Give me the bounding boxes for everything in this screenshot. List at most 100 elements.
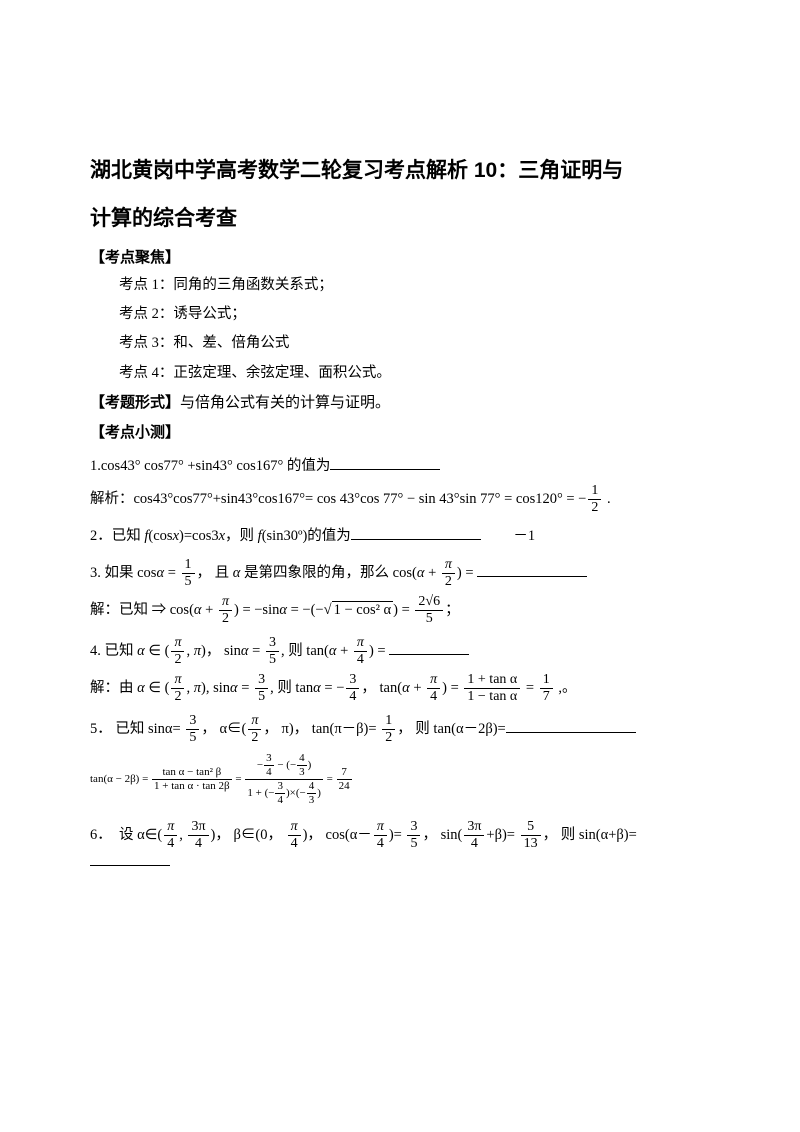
q4-par: )， sin [201,643,241,659]
q5s-724: 724 [337,767,352,792]
solution-5: tan(α − 2β) = tan α − tan² β1 + tan α · … [90,753,710,806]
q6-m3: )= [389,827,406,843]
solution-3: 解：已知 ⇒ cos(α + π2) = −sinα = −(−√1 − cos… [90,595,710,626]
q4s-pre: 解：由 [90,680,137,696]
q4s-a4: α [402,680,410,696]
q6-pi4cd: 4 [374,836,387,851]
q3-frac: 15 [182,558,195,589]
q3s-an: 2√6 [415,595,443,611]
q3s-pi2: π2 [219,595,232,626]
q4s-35: 35 [255,673,268,704]
q4-then: , 则 tan( [281,643,329,659]
q3s-m3: ) = [393,602,413,618]
problem-3: 3. 如果 cosα = 15， 且 α 是第四象限的角，那么 cos(α + … [90,558,710,589]
solution-4: 解：由 α ∈ (π2, π), sinα = 35, 则 tanα = −34… [90,673,710,704]
q6-3pi4bd: 4 [464,836,484,851]
q6-pi4a: π4 [164,820,177,851]
section-form-label: 【考题形式】 [90,395,180,411]
q5s-f2d-a: 34 [275,781,285,806]
q4s-pi4d: 4 [427,689,440,704]
q4s-eq: = [238,680,253,696]
q4s-m1: ), sin [201,680,230,696]
focus-point-4: 考点 4：正弦定理、余弦定理、面积公式。 [90,362,710,385]
q4-pi4n: π [354,636,367,652]
q4s-bigfrac: 1 + tan α1 − tan α [464,673,520,704]
q4s-plus: + [410,680,425,696]
focus-point-3: 考点 3：和、差、倍角公式 [90,332,710,355]
q4s-a3: α [313,680,321,696]
q6-m1: )， β∈(0， [211,827,286,843]
q4-a2: α [241,643,249,659]
q4s-17n: 1 [540,673,553,689]
q5s-f2n: −34 − (−43) [245,753,322,780]
q3s-a1: α [194,602,202,618]
section-focus: 【考点聚焦】 [90,246,710,270]
q3-a1: α [156,565,164,581]
q4-pi4d: 4 [354,652,367,667]
q4s-pi2n: π [171,673,184,689]
q4s-end: ,。 [555,680,577,696]
q4s-17: 17 [540,673,553,704]
q6-c1: , [179,827,186,843]
q4-in: ∈ ( [145,643,170,659]
q3-plus: + [424,565,439,581]
q4s-pi4n: π [427,673,440,689]
q5-m2: ， π)， tan(π－β)= [263,721,380,737]
q1-text: 1.cos43° cos77° +sin43° cos167° 的值为 [90,458,330,474]
q4-a1: α [137,643,145,659]
q4-pi2n: π [171,636,184,652]
q2-m4: (sin30º)的值为 [262,528,351,544]
q2-blank [351,525,481,540]
q4s-pi2ni: π [174,672,181,687]
focus-point-1: 考点 1：同角的三角函数关系式； [90,274,710,297]
q6-3pi4bn: 3π [464,820,484,836]
q4-blank [389,640,469,655]
q6-pi4ad: 4 [164,836,177,851]
q4-eq: = [249,643,264,659]
q4s-bfd: 1 − tan α [464,689,520,704]
q4s-pi2d: 2 [171,689,184,704]
q6-pi4cn: π [374,820,387,836]
q5s-f2n-b: 43 [297,753,307,778]
q4s-pi4ni: π [430,672,437,687]
q4-plus: + [336,643,351,659]
q4-35n: 3 [266,636,279,652]
q5-blank [506,718,636,733]
q3s-sqrt: 1 − cos² α [332,601,394,618]
problem-4: 4. 已知 α ∈ (π2, π)， sinα = 35, 则 tan(α + … [90,636,710,667]
q6-pi4bni: π [291,819,298,834]
problem-1: 1.cos43° cos77° +sin43° cos167° 的值为 [90,455,710,478]
q1-sol-end: . [603,491,610,507]
q4s-c: , [186,680,193,696]
q6-3pi4b: 3π4 [464,820,484,851]
q1-frac: 12 [588,484,601,515]
q4-pi4ni: π [357,635,364,650]
q6-m5: +β)= [486,827,518,843]
q5s-724d: 24 [337,780,352,792]
q1-blank [330,455,440,470]
q4-pre: 4. 已知 [90,643,137,659]
q4s-34n: 3 [346,673,359,689]
q3-blank [477,562,587,577]
q5s-lhs: tan(α − 2β) = [90,773,151,785]
q6-513d: 13 [521,836,541,851]
q5s-724n: 7 [337,767,352,780]
q4-pi4: π4 [354,636,367,667]
q4s-34: 34 [346,673,359,704]
q3s-pre: 解：已知 ⇒ cos( [90,602,194,618]
q5-m1: ， α∈( [201,721,246,737]
q3s-ans: 2√65 [415,595,443,626]
q3s-sqrt-wrap: √1 − cos² α [324,601,394,618]
q2-m3: ，则 [225,528,258,544]
q5-12d: 2 [382,730,395,745]
q5s-f1n: tan α − tan² β [152,767,232,780]
q1-sol-pre: 解析：cos43°cos77°+sin43°cos167°= cos 43°co… [90,491,586,507]
q6-513n: 5 [521,820,541,836]
q6-35d: 5 [407,836,420,851]
q5-pre: 5． 已知 sinα= [90,721,184,737]
q4s-tan: ， tan( [361,680,402,696]
q6-pi4cni: π [377,819,384,834]
q6-pi4bn: π [288,820,301,836]
q4-35d: 5 [266,652,279,667]
q3s-m2: = −(− [287,602,324,618]
